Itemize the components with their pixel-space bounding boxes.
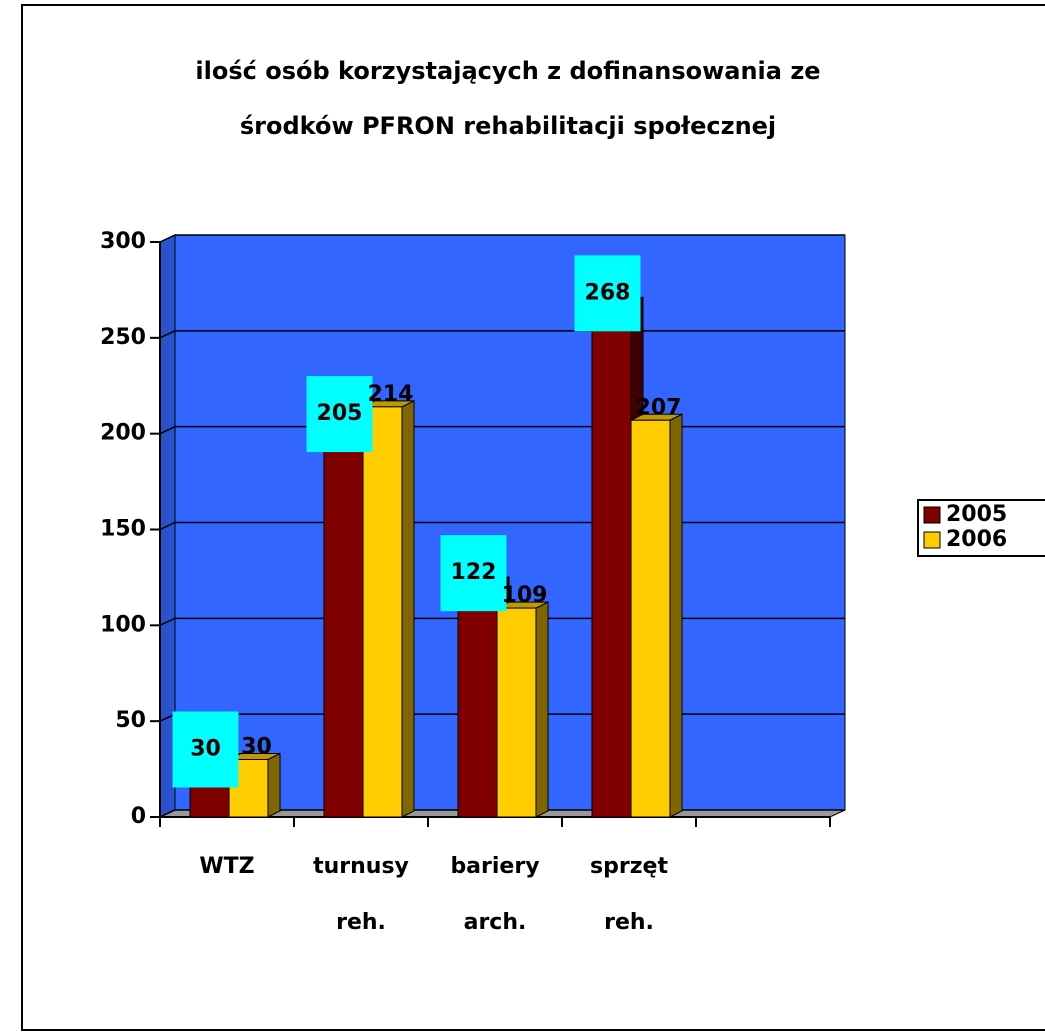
legend-swatch [923,531,941,549]
data-label: 207 [636,395,682,420]
bar-front [496,607,537,818]
y-tick-label: 50 [115,708,146,733]
bar-side [401,400,415,818]
data-label-box [440,535,507,612]
x-tick-label: reh. [604,910,654,935]
legend-swatch [923,506,941,524]
bar-front [323,423,364,818]
legend-label: 2005 [946,502,1007,527]
legend-label: 2006 [946,527,1007,552]
bar-front [362,406,403,818]
data-label-box [574,255,641,332]
x-tick-label: WTZ [199,854,254,879]
data-label-box [172,711,239,788]
bar-front [630,419,671,818]
x-tick-label: arch. [464,910,527,935]
data-label: 122 [451,560,497,585]
grid-line [159,234,845,243]
x-tick-label: bariery [450,854,539,879]
bar-side [535,601,549,818]
data-label: 30 [190,737,221,762]
data-label: 205 [317,401,363,426]
data-label: 268 [585,280,631,305]
y-tick-label: 300 [100,229,146,254]
x-tick-label: turnusy [313,854,409,879]
x-tick-label: sprzęt [590,854,668,879]
bar [228,752,281,818]
y-tick-label: 200 [100,421,146,446]
bar [630,413,683,818]
bar-front [591,302,632,818]
chart-title: ilość osób korzystających z dofinansowan… [195,57,820,85]
y-tick-label: 150 [100,517,146,542]
y-tick-label: 100 [100,612,146,637]
x-tick-label: reh. [336,910,386,935]
data-label: 30 [241,735,272,760]
bar-side [267,752,281,818]
data-label: 214 [368,382,414,407]
y-tick-label: 250 [100,325,146,350]
data-label-box [306,376,373,453]
bar [496,601,549,818]
bar-side [669,413,683,818]
bar [362,400,415,818]
data-label: 109 [502,583,548,608]
bar-front [457,582,498,818]
chart-title: środków PFRON rehabilitacji społecznej [240,112,776,140]
y-tick-label: 0 [131,804,146,829]
